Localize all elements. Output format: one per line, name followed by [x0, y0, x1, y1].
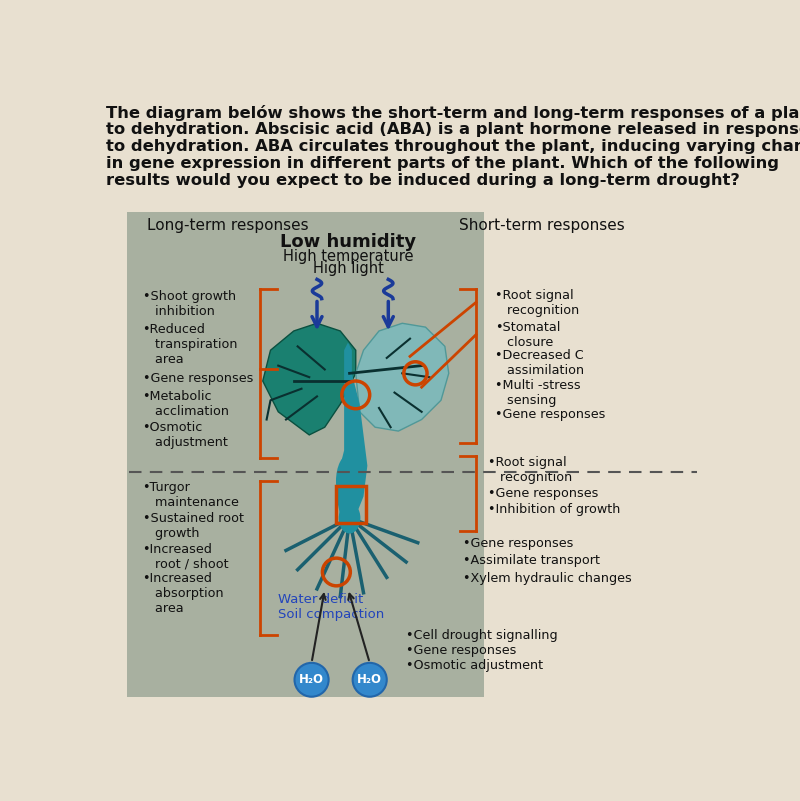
Bar	[127, 211, 484, 697]
Text: •Inhibition of growth: •Inhibition of growth	[487, 503, 620, 516]
Text: •Decreased C
   assimilation: •Decreased C assimilation	[495, 348, 584, 376]
Text: to dehydration. ABA circulates throughout the plant, inducing varying changes: to dehydration. ABA circulates throughou…	[106, 139, 800, 155]
Text: •Cell drought signalling
•Gene responses
•Osmotic adjustment: •Cell drought signalling •Gene responses…	[406, 629, 558, 672]
Text: Short-term responses: Short-term responses	[459, 218, 625, 233]
Text: •Gene responses: •Gene responses	[495, 408, 606, 421]
Text: High temperature: High temperature	[282, 248, 414, 264]
Text: •Metabolic
   acclimation: •Metabolic acclimation	[142, 390, 229, 418]
Text: •Osmotic
   adjustment: •Osmotic adjustment	[142, 421, 227, 449]
Text: •Xylem hydraulic changes: •Xylem hydraulic changes	[462, 572, 631, 585]
Text: •Assimilate transport: •Assimilate transport	[462, 554, 600, 567]
Text: •Increased
   absorption
   area: •Increased absorption area	[142, 572, 223, 615]
Text: •Sustained root
   growth: •Sustained root growth	[142, 512, 244, 540]
Text: Long-term responses: Long-term responses	[147, 218, 309, 233]
Text: H₂O: H₂O	[357, 674, 382, 686]
Text: •Gene responses: •Gene responses	[462, 537, 573, 549]
Circle shape	[353, 663, 386, 697]
Ellipse shape	[338, 503, 361, 533]
Text: High light: High light	[313, 261, 383, 276]
Text: results would you expect to be induced during a long-term drought?: results would you expect to be induced d…	[106, 173, 740, 188]
Text: Low humidity: Low humidity	[280, 233, 416, 252]
Text: The diagram belów shows the short-term and long-term responses of a plant: The diagram belów shows the short-term a…	[106, 106, 800, 122]
Bar	[336, 485, 366, 523]
Text: •Root signal
   recognition: •Root signal recognition	[487, 457, 572, 485]
Circle shape	[294, 663, 329, 697]
Text: •Shoot growth
   inhibition: •Shoot growth inhibition	[142, 290, 236, 318]
Text: H₂O: H₂O	[299, 674, 324, 686]
Polygon shape	[356, 324, 449, 431]
Text: Water deficit
Soil compaction: Water deficit Soil compaction	[278, 593, 385, 621]
Text: •Root signal
   recognition: •Root signal recognition	[495, 288, 579, 316]
Text: •Reduced
   transpiration
   area: •Reduced transpiration area	[142, 324, 237, 366]
Text: •Gene responses: •Gene responses	[142, 372, 253, 384]
Text: •Increased
   root / shoot: •Increased root / shoot	[142, 543, 228, 571]
Polygon shape	[262, 324, 356, 435]
Text: in gene expression in different parts of the plant. Which of the following: in gene expression in different parts of…	[106, 156, 779, 171]
Text: •Turgor
   maintenance: •Turgor maintenance	[142, 481, 238, 509]
Text: •Stomatal
   closure: •Stomatal closure	[495, 321, 561, 349]
Text: to dehydration. Abscisic acid (ABA) is a plant hormone released in response: to dehydration. Abscisic acid (ABA) is a…	[106, 123, 800, 137]
Text: •Multi -stress
   sensing: •Multi -stress sensing	[495, 380, 581, 408]
Text: •Gene responses: •Gene responses	[487, 486, 598, 500]
Ellipse shape	[336, 454, 363, 508]
Polygon shape	[336, 343, 367, 524]
